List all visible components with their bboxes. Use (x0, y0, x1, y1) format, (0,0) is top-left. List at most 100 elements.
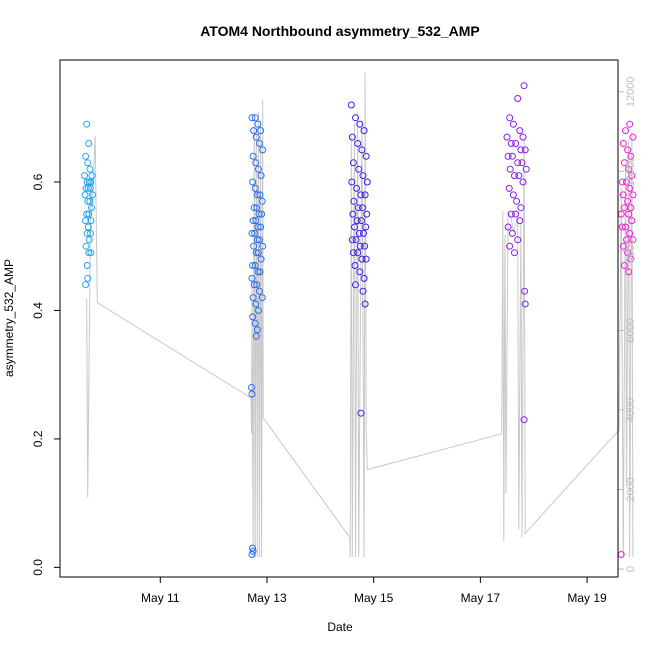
data-point (359, 287, 367, 295)
data-point (514, 159, 522, 167)
data-point (256, 268, 264, 276)
y2-tick-label: 12000 (625, 77, 637, 108)
data-point (628, 217, 636, 225)
y-axis-label: asymmetry_532_AMP (2, 259, 16, 377)
data-point (249, 217, 257, 225)
data-point (522, 165, 530, 173)
data-point (355, 165, 363, 173)
data-point (88, 172, 96, 180)
data-point (248, 114, 256, 122)
data-point (516, 127, 524, 135)
data-point (506, 114, 514, 122)
data-point (248, 384, 255, 391)
data-point (626, 229, 634, 237)
data-point (252, 217, 260, 225)
x-axis-label: Date (327, 620, 353, 634)
series-3 (347, 101, 371, 417)
data-point (248, 390, 256, 398)
data-point (252, 249, 260, 257)
data-point (358, 255, 366, 263)
data-point (248, 229, 256, 237)
data-point (258, 210, 266, 218)
data-point (253, 204, 261, 212)
data-point (352, 236, 360, 244)
data-point (348, 178, 356, 186)
data-point (254, 165, 262, 173)
data-point (354, 204, 362, 212)
data-point (521, 287, 529, 295)
data-point (254, 249, 262, 257)
data-point (503, 133, 511, 141)
data-point (87, 249, 95, 257)
data-point (363, 178, 371, 186)
data-point (509, 120, 517, 128)
data-point (248, 274, 256, 282)
data-point (87, 217, 95, 225)
data-point (628, 172, 636, 180)
series-4 (503, 82, 530, 424)
data-point (626, 120, 634, 128)
data-point (252, 300, 260, 308)
data-point (86, 184, 94, 192)
data-point (620, 262, 628, 269)
y2-tick-label: 0 (625, 566, 637, 572)
data-point (619, 242, 627, 250)
data-point (619, 140, 627, 147)
data-point (254, 223, 262, 231)
data-point (256, 236, 263, 244)
data-point (349, 210, 357, 218)
data-point (83, 229, 91, 237)
data-point (81, 172, 88, 180)
data-point (351, 262, 359, 269)
data-point (88, 204, 95, 212)
data-point (249, 547, 257, 555)
data-point (82, 281, 90, 289)
data-point (619, 191, 627, 199)
data-point (258, 294, 266, 302)
data-point (84, 159, 92, 167)
data-point (507, 210, 515, 218)
data-point (86, 229, 94, 237)
data-point (509, 191, 517, 199)
data-point (626, 184, 634, 192)
data-point (253, 236, 261, 244)
data-point (511, 172, 518, 180)
data-point (85, 210, 93, 218)
x-tick-label: May 13 (247, 591, 287, 605)
data-point (86, 197, 94, 205)
data-point (359, 172, 367, 180)
data-point (348, 133, 356, 141)
data-point (83, 210, 91, 218)
data-point (253, 326, 261, 334)
data-point (624, 249, 632, 257)
data-point (258, 197, 266, 205)
data-point (254, 307, 262, 314)
x-tick-label: May 11 (141, 591, 180, 605)
data-point (257, 172, 265, 180)
data-point (250, 242, 258, 250)
data-point (351, 223, 358, 231)
data-point (620, 204, 628, 212)
y2-tick-label: 2000 (625, 477, 637, 501)
data-point (521, 146, 529, 154)
y-tick-label: 0.2 (31, 430, 45, 447)
data-point (506, 165, 514, 173)
data-point (347, 101, 355, 109)
data-point (252, 159, 260, 167)
x-tick-label: May 17 (461, 591, 501, 605)
data-point (353, 217, 361, 225)
data-point (253, 281, 261, 289)
data-point (624, 146, 632, 154)
data-point (513, 197, 521, 205)
data-point (512, 210, 520, 218)
data-point (504, 223, 512, 231)
data-point (520, 416, 528, 424)
data-point (362, 255, 370, 263)
data-point (506, 242, 514, 250)
data-point (84, 184, 92, 192)
data-point (254, 268, 262, 276)
data-point (252, 133, 260, 141)
secondary-series-layer (86, 71, 634, 558)
data-point (249, 313, 257, 321)
data-point (82, 217, 90, 225)
